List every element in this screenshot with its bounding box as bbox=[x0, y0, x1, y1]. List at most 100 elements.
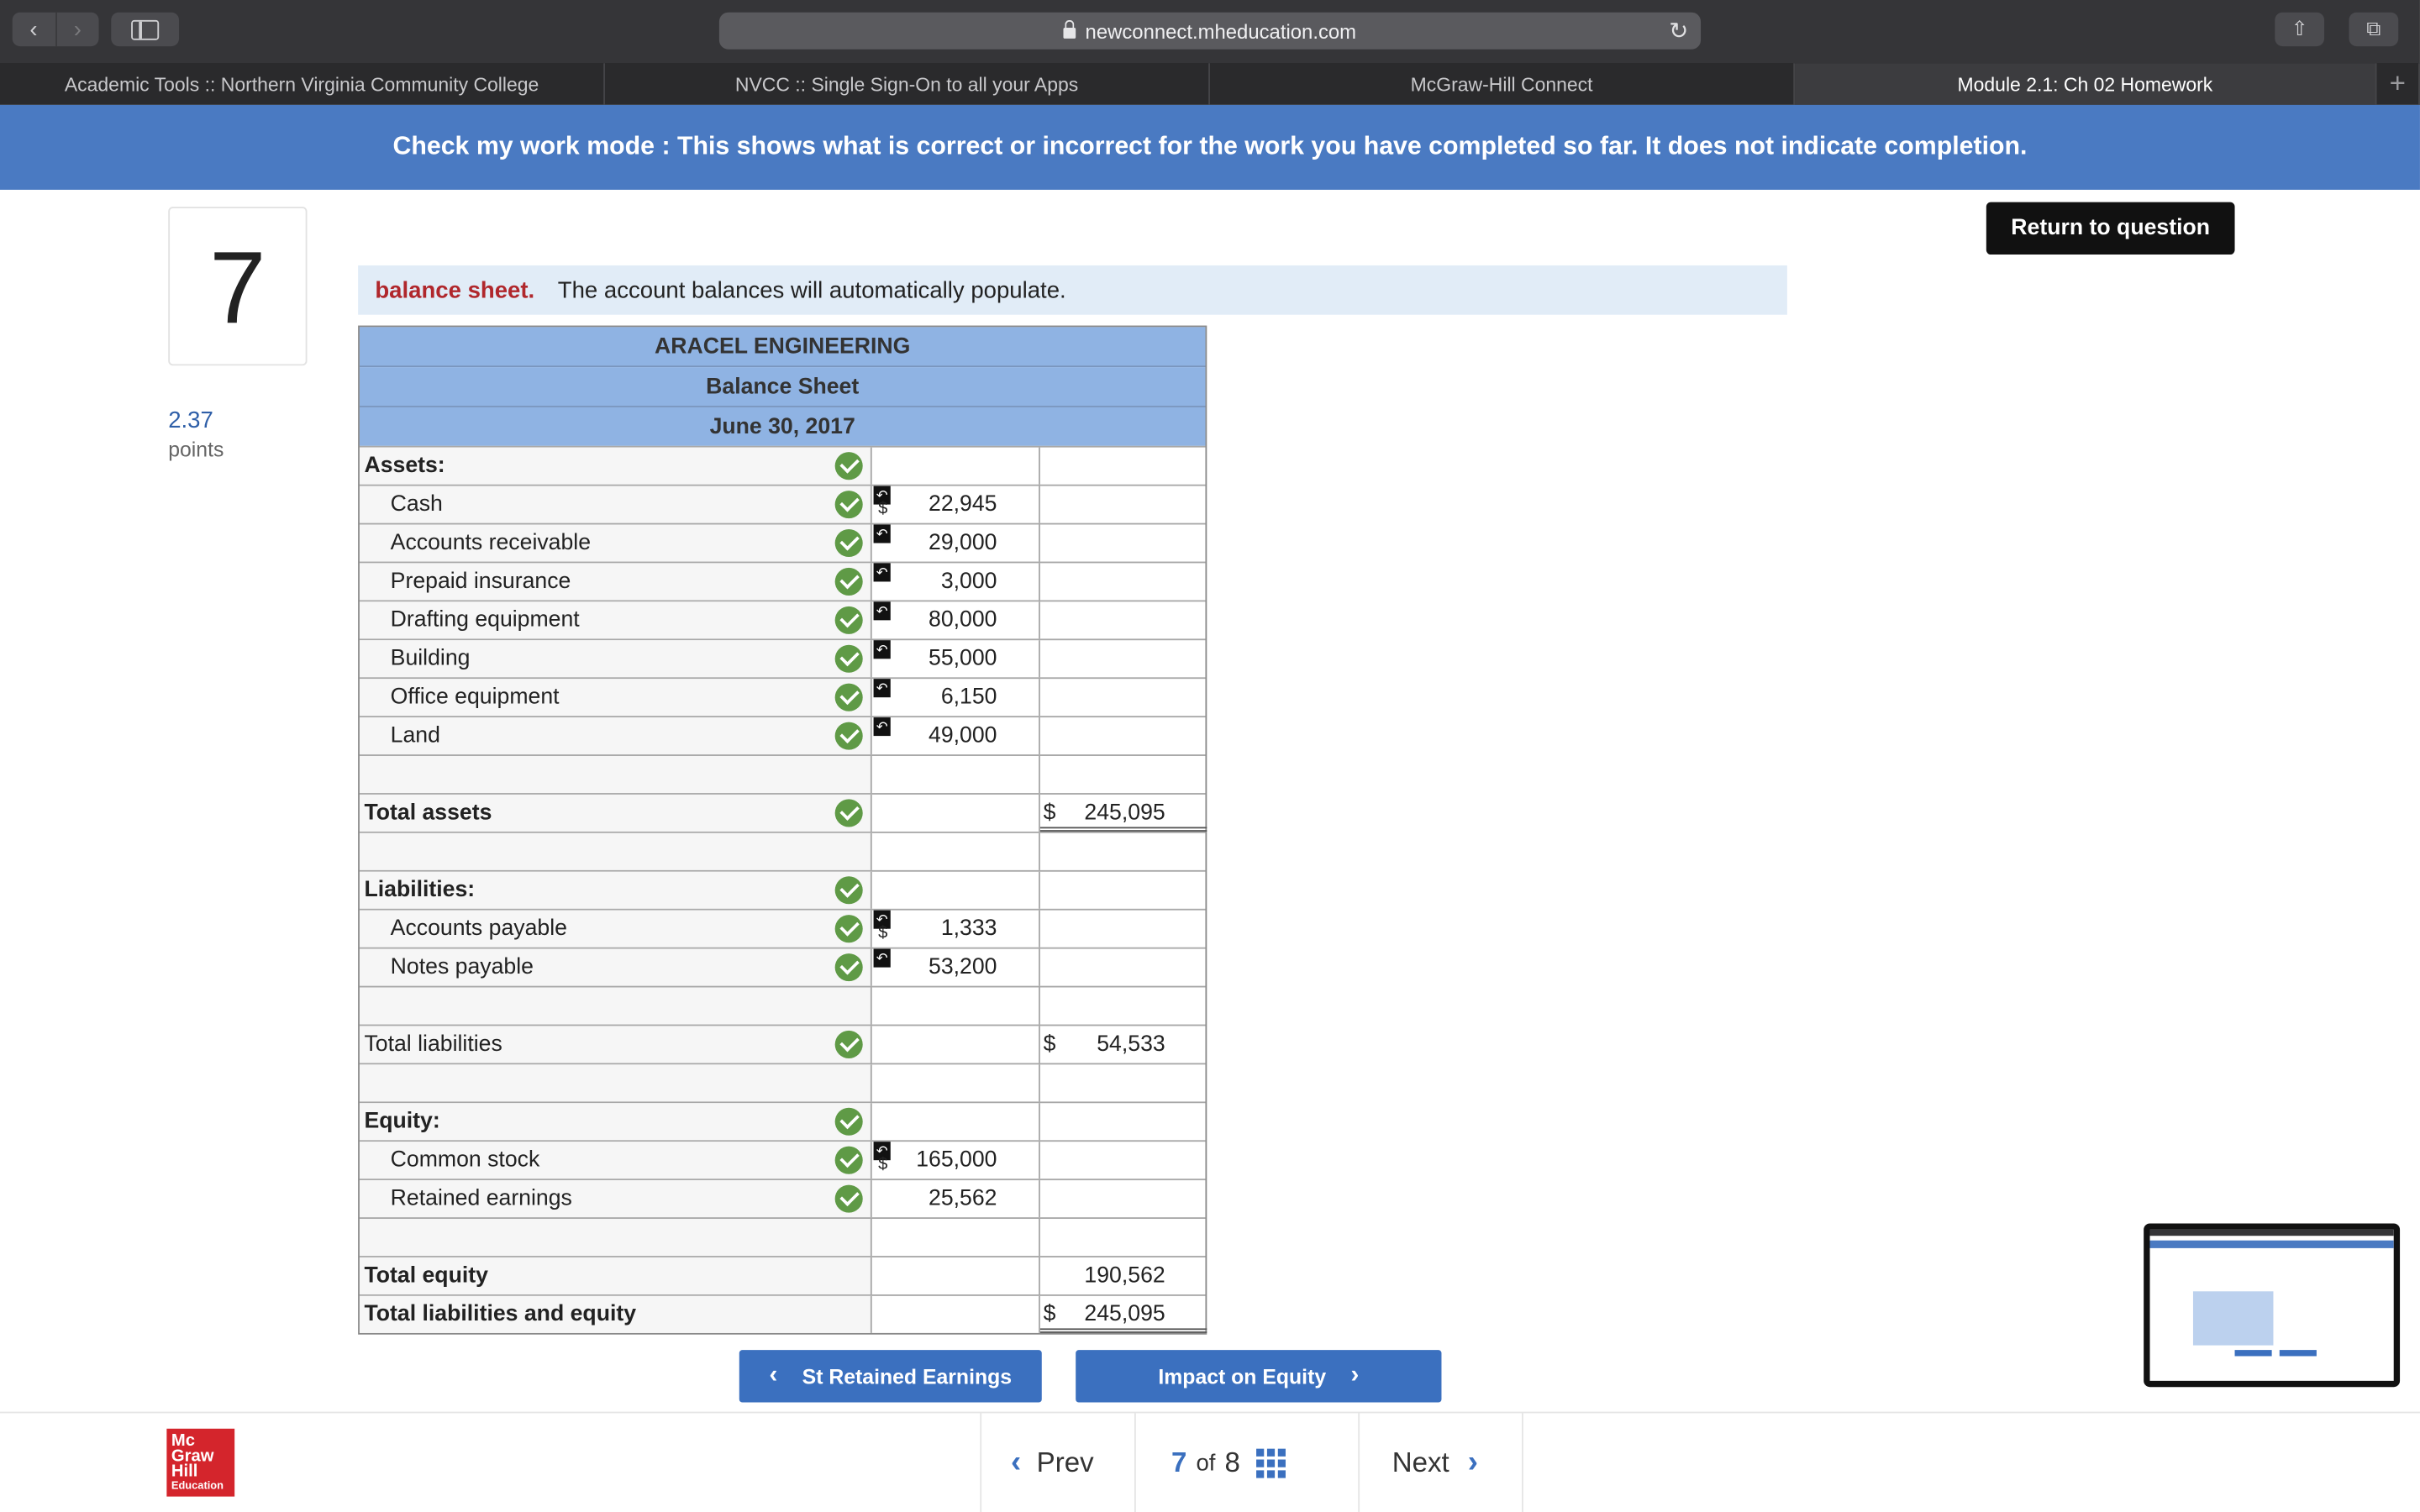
account-select-empty[interactable] bbox=[359, 832, 872, 870]
amount-cell[interactable] bbox=[872, 832, 1040, 870]
amount-cell[interactable]: 25,562 bbox=[872, 1180, 1040, 1218]
amount-cell[interactable]: ↶ 29,000 bbox=[872, 524, 1040, 562]
amount-cell[interactable] bbox=[872, 447, 1040, 485]
amount-cell[interactable] bbox=[872, 1064, 1040, 1102]
question-counter[interactable]: 7 of 8 bbox=[1171, 1413, 1286, 1512]
total-assets-cell[interactable]: $245,095 bbox=[1039, 795, 1207, 832]
account-select-common-stock[interactable]: Common stock bbox=[359, 1142, 872, 1179]
table-row: Common stock ↶ $165,000 bbox=[359, 1140, 1207, 1179]
amount-cell[interactable] bbox=[872, 794, 1040, 832]
tabs-overview-icon[interactable]: ⧉ bbox=[2349, 12, 2399, 47]
tab-connect[interactable]: McGraw-Hill Connect bbox=[1210, 63, 1796, 105]
total-cell[interactable] bbox=[1040, 524, 1207, 561]
amount-cell[interactable] bbox=[872, 871, 1040, 909]
total-cell[interactable] bbox=[1040, 563, 1207, 600]
address-bar[interactable]: newconnect.mheducation.com ↻ bbox=[718, 12, 1702, 50]
total-liab-equity-cell[interactable]: $245,095 bbox=[1039, 1296, 1207, 1333]
total-liabilities-label[interactable]: Total liabilities bbox=[359, 1026, 872, 1063]
amount-cell[interactable] bbox=[872, 987, 1040, 1025]
total-cell[interactable] bbox=[1040, 1219, 1207, 1256]
total-cell[interactable] bbox=[1040, 1142, 1207, 1179]
total-cell[interactable] bbox=[1040, 448, 1207, 485]
new-tab-button[interactable]: + bbox=[2377, 63, 2420, 105]
thumbnail-preview bbox=[2149, 1229, 2394, 1381]
amount-value: 29,000 bbox=[929, 530, 997, 556]
account-select-prepaid-insurance[interactable]: Prepaid insurance bbox=[359, 563, 872, 601]
share-icon[interactable]: ⇧ bbox=[2275, 12, 2325, 47]
amount-cell[interactable]: ↶ 49,000 bbox=[872, 717, 1040, 755]
amount-cell[interactable]: ↶ 3,000 bbox=[872, 563, 1040, 601]
account-select-building[interactable]: Building bbox=[359, 640, 872, 678]
prev-question-button[interactable]: ‹ Prev bbox=[1011, 1413, 1094, 1512]
total-cell[interactable] bbox=[1040, 486, 1207, 523]
account-select-accounts-payable[interactable]: Accounts payable bbox=[359, 910, 872, 948]
subtab-label: St Retained Earnings bbox=[802, 1364, 1013, 1389]
total-questions: 8 bbox=[1224, 1446, 1240, 1478]
sidebar-toggle-button[interactable] bbox=[111, 12, 180, 47]
reload-icon[interactable]: ↻ bbox=[1669, 18, 1689, 45]
screenshot-thumbnail[interactable] bbox=[2144, 1223, 2401, 1388]
total-cell[interactable] bbox=[1040, 679, 1207, 716]
back-arrow-icon[interactable]: ‹ bbox=[29, 16, 38, 43]
total-value: 245,095 bbox=[1084, 801, 1165, 826]
liabilities-heading[interactable]: Liabilities: bbox=[359, 871, 872, 909]
current-question: 7 bbox=[1171, 1446, 1187, 1478]
account-select-retained-earnings[interactable]: Retained earnings bbox=[359, 1180, 872, 1218]
account-select-office-equipment[interactable]: Office equipment bbox=[359, 679, 872, 717]
assets-heading[interactable]: Assets: bbox=[359, 447, 872, 485]
total-equity-cell[interactable]: 190,562 bbox=[1040, 1257, 1207, 1294]
total-cell[interactable] bbox=[1040, 640, 1207, 677]
account-select-empty[interactable] bbox=[359, 1064, 872, 1102]
total-cell[interactable] bbox=[1040, 911, 1207, 948]
account-select-empty[interactable] bbox=[359, 1218, 872, 1257]
row-label: Total equity bbox=[364, 1263, 488, 1289]
account-select-land[interactable]: Land bbox=[359, 717, 872, 755]
total-cell[interactable] bbox=[1040, 833, 1207, 870]
total-cell[interactable] bbox=[1040, 987, 1207, 1024]
account-select-accounts-receivable[interactable]: Accounts receivable bbox=[359, 524, 872, 562]
tab-nvcc-sso[interactable]: NVCC :: Single Sign-On to all your Apps bbox=[605, 63, 1210, 105]
total-cell[interactable] bbox=[1040, 1180, 1207, 1217]
tab-module-homework[interactable]: Module 2.1: Ch 02 Homework bbox=[1795, 63, 2377, 105]
amount-cell[interactable] bbox=[872, 1257, 1040, 1294]
amount-value: 1,333 bbox=[940, 916, 997, 942]
row-label: Cash bbox=[390, 491, 443, 517]
return-to-question-button[interactable]: Return to question bbox=[1986, 202, 2235, 255]
prev-subtab-button[interactable]: ‹ St Retained Earnings bbox=[739, 1350, 1042, 1403]
account-select-empty[interactable] bbox=[359, 987, 872, 1025]
amount-cell[interactable] bbox=[872, 1295, 1040, 1333]
total-cell[interactable] bbox=[1040, 1064, 1207, 1101]
chevron-right-icon: › bbox=[1467, 1445, 1478, 1479]
account-select-drafting-equipment[interactable]: Drafting equipment bbox=[359, 601, 872, 639]
amount-cell[interactable] bbox=[872, 755, 1040, 794]
total-cell[interactable] bbox=[1040, 717, 1207, 754]
amount-cell[interactable] bbox=[872, 1218, 1040, 1257]
total-cell[interactable] bbox=[1040, 872, 1207, 909]
account-select-notes-payable[interactable]: Notes payable bbox=[359, 948, 872, 986]
grid-icon[interactable] bbox=[1255, 1447, 1286, 1478]
total-cell[interactable] bbox=[1040, 756, 1207, 793]
total-cell[interactable] bbox=[1040, 1103, 1207, 1140]
amount-cell[interactable]: ↶ 53,200 bbox=[872, 948, 1040, 986]
amount-cell[interactable]: ↶ $1,333 bbox=[872, 910, 1040, 948]
amount-cell[interactable]: ↶ 55,000 bbox=[872, 640, 1040, 678]
account-select-empty[interactable] bbox=[359, 755, 872, 794]
amount-cell[interactable]: ↶ 80,000 bbox=[872, 601, 1040, 639]
total-assets-label[interactable]: Total assets bbox=[359, 794, 872, 832]
next-question-button[interactable]: Next › bbox=[1392, 1413, 1478, 1512]
amount-cell[interactable]: ↶ $22,945 bbox=[872, 486, 1040, 523]
amount-cell[interactable]: ↶ $165,000 bbox=[872, 1142, 1040, 1179]
amount-cell[interactable]: ↶ 6,150 bbox=[872, 679, 1040, 717]
table-row-total-liab-equity: Total liabilities and equity $245,095 bbox=[359, 1294, 1207, 1333]
account-select-cash[interactable]: Cash bbox=[359, 486, 872, 523]
prev-label: Prev bbox=[1036, 1446, 1094, 1478]
forward-arrow-icon[interactable]: › bbox=[55, 12, 98, 47]
equity-heading[interactable]: Equity: bbox=[359, 1103, 872, 1141]
tab-academic-tools[interactable]: Academic Tools :: Northern Virginia Comm… bbox=[0, 63, 605, 105]
total-cell[interactable] bbox=[1040, 601, 1207, 638]
next-subtab-button[interactable]: Impact on Equity › bbox=[1076, 1350, 1442, 1403]
total-liabilities-cell[interactable]: $54,533 bbox=[1040, 1026, 1207, 1063]
amount-cell[interactable] bbox=[872, 1103, 1040, 1141]
amount-cell[interactable] bbox=[872, 1026, 1040, 1063]
total-cell[interactable] bbox=[1040, 949, 1207, 986]
